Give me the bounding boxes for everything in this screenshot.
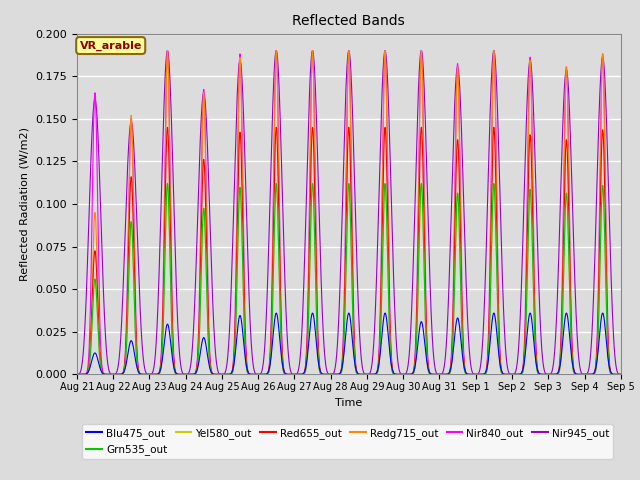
Text: VR_arable: VR_arable [79,40,142,51]
X-axis label: Time: Time [335,397,362,408]
Title: Reflected Bands: Reflected Bands [292,14,405,28]
Legend: Blu475_out, Grn535_out, Yel580_out, Red655_out, Redg715_out, Nir840_out, Nir945_: Blu475_out, Grn535_out, Yel580_out, Red6… [82,424,613,459]
Y-axis label: Reflected Radiation (W/m2): Reflected Radiation (W/m2) [20,127,30,281]
